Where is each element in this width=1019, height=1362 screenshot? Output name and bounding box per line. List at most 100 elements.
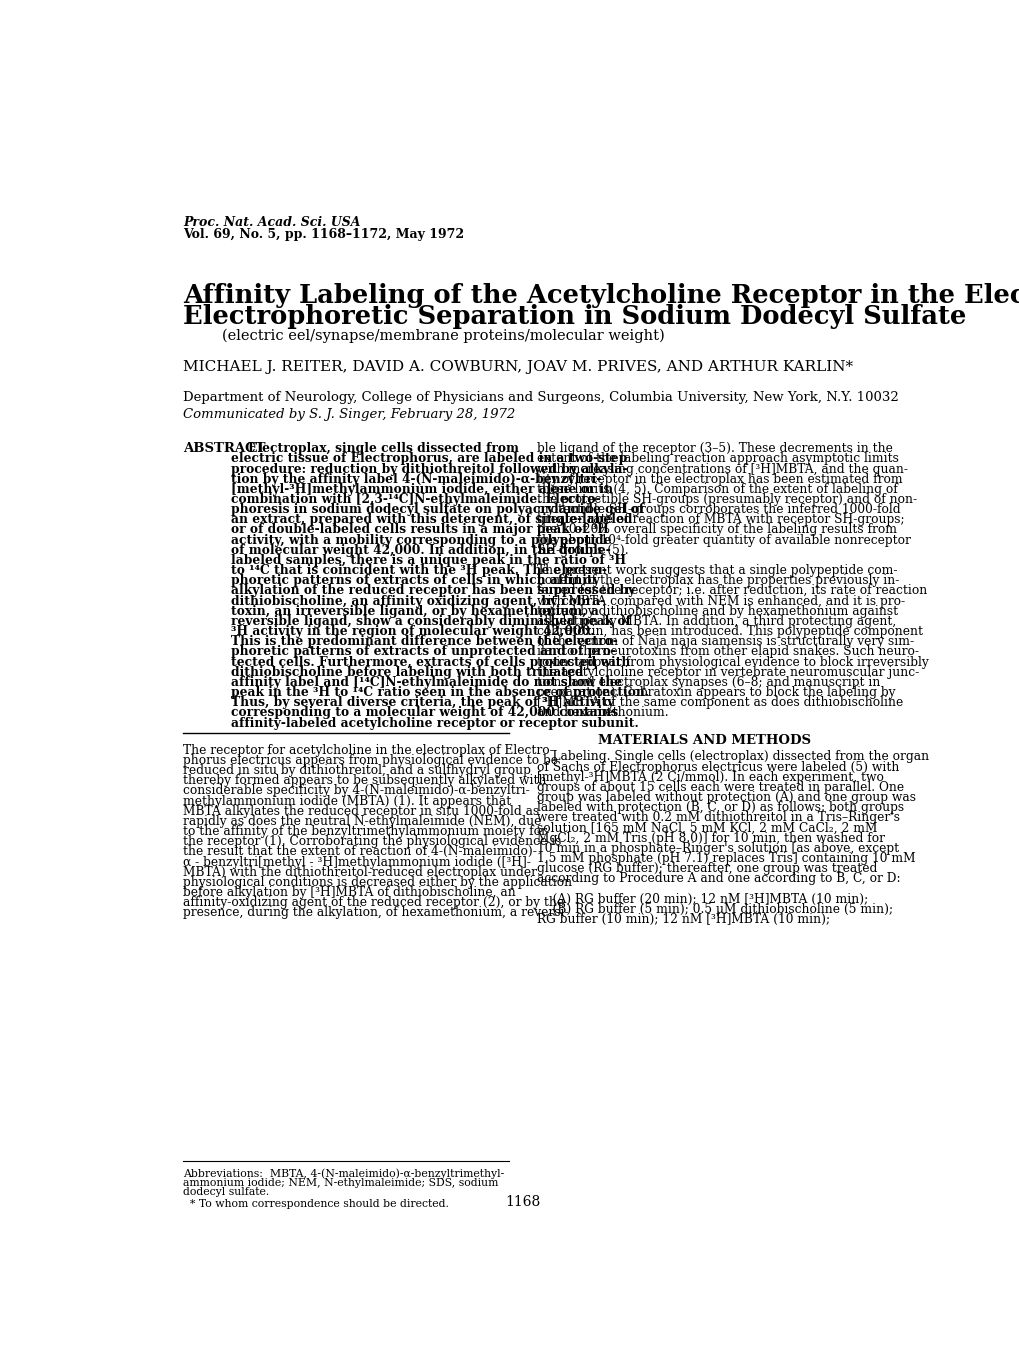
Text: MICHAEL J. REITER, DAVID A. COWBURN, JOAV M. PRIVES, AND ARTHUR KARLIN*: MICHAEL J. REITER, DAVID A. COWBURN, JOA… xyxy=(183,360,853,373)
Text: or of double-labeled cells results in a major peak of ³H: or of double-labeled cells results in a … xyxy=(231,523,608,537)
Text: cobratoxin, has been introduced. This polypeptide component: cobratoxin, has been introduced. This po… xyxy=(536,625,922,639)
Text: groups of about 15 cells each were treated in parallel. One: groups of about 15 cells each were treat… xyxy=(536,780,903,794)
Text: and hexamethonium.: and hexamethonium. xyxy=(536,707,667,719)
Text: [³H]MBTA of the same component as does dithiobischoline: [³H]MBTA of the same component as does d… xyxy=(536,696,902,710)
Text: Abbreviations:  MBTA, 4-(N-maleimido)-α-benzyltrimethyl-: Abbreviations: MBTA, 4-(N-maleimido)-α-b… xyxy=(183,1169,504,1179)
Text: ilar to the neurotoxins from other elapid snakes. Such neuro-: ilar to the neurotoxins from other elapi… xyxy=(536,646,918,658)
Text: an extract, prepared with this detergent, of single-labeled: an extract, prepared with this detergent… xyxy=(231,513,632,526)
Text: Labeling. Single cells (electroplax) dissected from the organ: Labeling. Single cells (electroplax) dis… xyxy=(536,750,928,764)
Text: Department of Neurology, College of Physicians and Surgeons, Columbia University: Department of Neurology, College of Phys… xyxy=(183,391,898,403)
Text: SH-groups (5).: SH-groups (5). xyxy=(536,543,628,557)
Text: dithiobischoline, an affinity oxidizing agent, by cobra-: dithiobischoline, an affinity oxidizing … xyxy=(231,595,605,607)
Text: Electroplax, single cells dissected from: Electroplax, single cells dissected from xyxy=(231,443,519,455)
Text: 1168: 1168 xyxy=(504,1196,540,1209)
Text: RG buffer (10 min); 12 nM [³H]MBTA (10 min);: RG buffer (10 min); 12 nM [³H]MBTA (10 m… xyxy=(536,913,829,926)
Text: the acetylcholine receptor in vertebrate neuromuscular junc-: the acetylcholine receptor in vertebrate… xyxy=(536,666,918,678)
Text: were treated with 0.2 mM dithiothreitol in a Tris–Ringer's: were treated with 0.2 mM dithiothreitol … xyxy=(536,812,899,824)
Text: of Sachs of Electrophorus electricus were labeled (5) with: of Sachs of Electrophorus electricus wer… xyxy=(536,760,898,774)
Text: The receptor for acetylcholine in the electroplax of Electro-: The receptor for acetylcholine in the el… xyxy=(183,744,553,757)
Text: reversible ligand, show a considerably diminished peak of: reversible ligand, show a considerably d… xyxy=(231,616,631,628)
Text: tected by dithiobischoline and by hexamethonium against: tected by dithiobischoline and by hexame… xyxy=(536,605,897,618)
Text: 10 min in a phosphate–Ringer's solution [as above, except: 10 min in a phosphate–Ringer's solution … xyxy=(536,842,898,855)
Text: presence, during the alkylation, of hexamethonium, a reversi-: presence, during the alkylation, of hexa… xyxy=(183,906,569,919)
Text: with MBTA compared with NEM is enhanced, and it is pro-: with MBTA compared with NEM is enhanced,… xyxy=(536,595,904,607)
Text: (A) RG buffer (20 min); 12 nM [³H]MBTA (10 min);: (A) RG buffer (20 min); 12 nM [³H]MBTA (… xyxy=(536,892,867,906)
Text: toxin, an irreversible ligand, or by hexamethonium, a: toxin, an irreversible ligand, or by hex… xyxy=(231,605,598,618)
Text: Thus, by several diverse criteria, the peak of ³H activity: Thus, by several diverse criteria, the p… xyxy=(231,696,614,710)
Text: before alkylation by [³H]MBTA of dithiobischoline, an: before alkylation by [³H]MBTA of dithiob… xyxy=(183,887,516,899)
Text: greater rate of reaction of MBTA with receptor SH-groups;: greater rate of reaction of MBTA with re… xyxy=(536,513,904,526)
Text: physiological conditions is decreased either by the application: physiological conditions is decreased ei… xyxy=(183,876,572,889)
Text: Electrophoretic Separation in Sodium Dodecyl Sulfate: Electrophoretic Separation in Sodium Dod… xyxy=(183,304,966,330)
Text: * To whom correspondence should be directed.: * To whom correspondence should be direc… xyxy=(183,1199,448,1209)
Text: 1.5 mM phosphate (pH 7.1) replaces Tris] containing 10 mM: 1.5 mM phosphate (pH 7.1) replaces Tris]… xyxy=(536,853,914,865)
Text: these limits (4, 5). Comparison of the extent of labeling of: these limits (4, 5). Comparison of the e… xyxy=(536,484,897,496)
Text: (B) RG buffer (5 min); 0.5 μM dithiobischoline (5 min);: (B) RG buffer (5 min); 0.5 μM dithiobisc… xyxy=(536,903,892,917)
Text: MBTA) with the dithiothreitol-reduced electroplax under: MBTA) with the dithiothreitol-reduced el… xyxy=(183,866,537,878)
Text: solution [165 mM NaCl, 5 mM KCl, 2 mM CaCl₂, 2 mM: solution [165 mM NaCl, 5 mM KCl, 2 mM Ca… xyxy=(536,821,876,835)
Text: ble ligand of the receptor (3–5). These decrements in the: ble ligand of the receptor (3–5). These … xyxy=(536,443,892,455)
Text: activity, with a mobility corresponding to a polypeptide: activity, with a mobility corresponding … xyxy=(231,534,611,546)
Text: labeled with protection (B, C, or D) as follows: both groups: labeled with protection (B, C, or D) as … xyxy=(536,801,903,814)
Text: dodecyl sulfate.: dodecyl sulfate. xyxy=(183,1186,269,1197)
Text: Affinity Labeling of the Acetylcholine Receptor in the Electroplax:: Affinity Labeling of the Acetylcholine R… xyxy=(183,283,1019,308)
Text: the receptor (1). Corroborating the physiological evidence is: the receptor (1). Corroborating the phys… xyxy=(183,835,561,849)
Text: of the venom of Naja naja siamensis is structurally very sim-: of the venom of Naja naja siamensis is s… xyxy=(536,635,913,648)
Text: dithiobischoline before labeling with both tritiated: dithiobischoline before labeling with bo… xyxy=(231,666,583,678)
Text: with increasing concentrations of [³H]MBTA, and the quan-: with increasing concentrations of [³H]MB… xyxy=(536,463,907,475)
Text: according to Procedure A and one according to B, C, or D:: according to Procedure A and one accordi… xyxy=(536,873,900,885)
Text: thereby formed appears to be subsequently alkylated with: thereby formed appears to be subsequentl… xyxy=(183,774,546,787)
Text: affinity-oxidizing agent of the reduced receptor (2), or by the: affinity-oxidizing agent of the reduced … xyxy=(183,896,564,910)
Text: tion by the affinity label 4-(N-maleimido)-α-benzyltri-: tion by the affinity label 4-(N-maleimid… xyxy=(231,473,601,486)
Text: the protectible SH-groups (presumably receptor) and of non-: the protectible SH-groups (presumably re… xyxy=(536,493,916,507)
Text: MATERIALS AND METHODS: MATERIALS AND METHODS xyxy=(597,734,810,746)
Text: rapidly as does the neutral N-ethylmaleimide (NEM), due: rapidly as does the neutral N-ethylmalei… xyxy=(183,814,541,828)
Text: Communicated by S. J. Singer, February 28, 1972: Communicated by S. J. Singer, February 2… xyxy=(183,409,515,421)
Text: ferred for the receptor; i.e. after reduction, its rate of reaction: ferred for the receptor; i.e. after redu… xyxy=(536,584,926,598)
Text: peak in the ³H to ¹⁴C ratio seen in the absence of protection.: peak in the ³H to ¹⁴C ratio seen in the … xyxy=(231,686,649,699)
Text: affinity label and [¹⁴C]N-ethylmaleimide do not show the: affinity label and [¹⁴C]N-ethylmaleimide… xyxy=(231,676,622,689)
Text: toxins appear from physiological evidence to block irreversibly: toxins appear from physiological evidenc… xyxy=(536,655,927,669)
Text: (electric eel/synapse/membrane proteins/molecular weight): (electric eel/synapse/membrane proteins/… xyxy=(222,330,664,343)
Text: procedure: reduction by dithiothreitol followed by alkyla-: procedure: reduction by dithiothreitol f… xyxy=(231,463,628,475)
Text: protectible SH-groups corroborates the inferred 1000-fold: protectible SH-groups corroborates the i… xyxy=(536,503,900,516)
Text: the 10–20% overall specificity of the labeling results from: the 10–20% overall specificity of the la… xyxy=(536,523,896,537)
Text: MBTA alkylates the reduced receptor in situ 1000-fold as: MBTA alkylates the reduced receptor in s… xyxy=(183,805,539,817)
Text: the about 10⁴-fold greater quantity of available nonreceptor: the about 10⁴-fold greater quantity of a… xyxy=(536,534,910,546)
Text: [methyl-³H]methylammonium iodide, either alone or in: [methyl-³H]methylammonium iodide, either… xyxy=(231,484,612,496)
Text: methylammonium iodide (MBTA) (1). It appears that: methylammonium iodide (MBTA) (1). It app… xyxy=(183,794,512,808)
Text: electric tissue of Electrophorus, are labeled in a two-step: electric tissue of Electrophorus, are la… xyxy=(231,452,627,466)
Text: ABSTRACT: ABSTRACT xyxy=(183,443,266,455)
Text: MgCl₂, 2 mM Tris (pH 8.0)] for 10 min, then washed for: MgCl₂, 2 mM Tris (pH 8.0)] for 10 min, t… xyxy=(536,832,883,844)
Text: Proc. Nat. Acad. Sci. USA: Proc. Nat. Acad. Sci. USA xyxy=(183,215,361,229)
Text: to ¹⁴C that is coincident with the ³H peak. The electro-: to ¹⁴C that is coincident with the ³H pe… xyxy=(231,564,606,577)
Text: considerable specificity by 4-(N-maleimido)-α-benzyltri-: considerable specificity by 4-(N-maleimi… xyxy=(183,785,530,797)
Text: labeled samples, there is a unique peak in the ratio of ³H: labeled samples, there is a unique peak … xyxy=(231,554,626,567)
Text: group was labeled without protection (A) and one group was: group was labeled without protection (A)… xyxy=(536,791,915,804)
Text: alkylation of the reduced receptor has been suppressed by: alkylation of the reduced receptor has b… xyxy=(231,584,635,598)
Text: to the affinity of the benzyltrimethylammonium moiety for: to the affinity of the benzyltrimethylam… xyxy=(183,825,546,838)
Text: phoresis in sodium dodecyl sulfate on polyacrylamide gel of: phoresis in sodium dodecyl sulfate on po… xyxy=(231,503,644,516)
Text: extent of the labeling reaction approach asymptotic limits: extent of the labeling reaction approach… xyxy=(536,452,898,466)
Text: glucose (RG buffer); thereafter, one group was treated: glucose (RG buffer); thereafter, one gro… xyxy=(536,862,876,876)
Text: tity of receptor in the electroplax has been estimated from: tity of receptor in the electroplax has … xyxy=(536,473,902,486)
Text: The present work suggests that a single polypeptide com-: The present work suggests that a single … xyxy=(536,564,897,577)
Text: tions and electroplax synapses (6–8; and manuscript in: tions and electroplax synapses (6–8; and… xyxy=(536,676,879,689)
Text: phorus electricus appears from physiological evidence to be: phorus electricus appears from physiolog… xyxy=(183,755,557,767)
Text: This is the predominant difference between the electro-: This is the predominant difference betwe… xyxy=(231,635,618,648)
Text: corresponding to a molecular weight of 42,000 contains: corresponding to a molecular weight of 4… xyxy=(231,707,618,719)
Text: alkylation by MBTA. In addition, a third protecting agent,: alkylation by MBTA. In addition, a third… xyxy=(536,616,895,628)
Text: α - benzyltri[methyl - ³H]methylammonium iodide ([³H]-: α - benzyltri[methyl - ³H]methylammonium… xyxy=(183,855,531,869)
Text: Vol. 69, No. 5, pp. 1168–1172, May 1972: Vol. 69, No. 5, pp. 1168–1172, May 1972 xyxy=(183,227,464,241)
Text: of molecular weight 42,000. In addition, in the double-: of molecular weight 42,000. In addition,… xyxy=(231,543,610,557)
Text: ³H activity in the region of molecular weight 42,000.: ³H activity in the region of molecular w… xyxy=(231,625,594,639)
Text: tected cells. Furthermore, extracts of cells protected with: tected cells. Furthermore, extracts of c… xyxy=(231,655,630,669)
Text: combination with [2,3-¹⁴C]N-ethylmaleimide. Electro-: combination with [2,3-¹⁴C]N-ethylmaleimi… xyxy=(231,493,600,507)
Text: ponent of the electroplax has the properties previously in-: ponent of the electroplax has the proper… xyxy=(536,575,898,587)
Text: the result that the extent of reaction of 4-(N-maleimido)-: the result that the extent of reaction o… xyxy=(183,846,537,858)
Text: affinity-labeled acetylcholine receptor or receptor subunit.: affinity-labeled acetylcholine receptor … xyxy=(231,716,639,730)
Text: ammonium iodide; NEM, N-ethylmaleimide; SDS, sodium: ammonium iodide; NEM, N-ethylmaleimide; … xyxy=(183,1178,498,1188)
Text: preparation). Cobratoxin appears to block the labeling by: preparation). Cobratoxin appears to bloc… xyxy=(536,686,895,699)
Text: reduced in situ by dithiothreitol, and a sulfhydryl group: reduced in situ by dithiothreitol, and a… xyxy=(183,764,531,778)
Text: phoretic patterns of extracts of cells in which affinity: phoretic patterns of extracts of cells i… xyxy=(231,575,599,587)
